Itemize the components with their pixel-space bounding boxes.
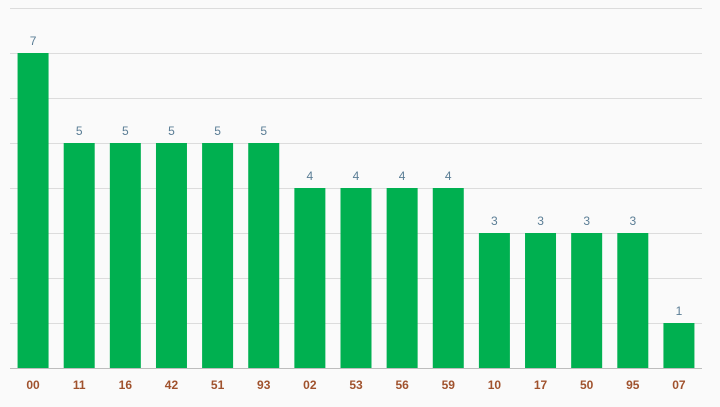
data-label-50: 3 [583, 214, 590, 228]
data-label-59: 4 [445, 169, 452, 183]
bar-10[interactable] [478, 233, 510, 368]
bar-42[interactable] [155, 143, 187, 368]
data-label-02: 4 [307, 169, 314, 183]
bar-50[interactable] [571, 233, 603, 368]
bar-11[interactable] [63, 143, 95, 368]
data-label-00: 7 [30, 34, 37, 48]
x-tick-label-16: 16 [119, 378, 133, 392]
x-tick-label-50: 50 [580, 378, 594, 392]
bar-07[interactable] [663, 323, 695, 368]
bar-53[interactable] [340, 188, 372, 368]
data-label-11: 5 [76, 124, 83, 138]
x-tick-label-59: 59 [442, 378, 456, 392]
x-tick-label-56: 56 [395, 378, 409, 392]
data-label-53: 4 [353, 169, 360, 183]
data-label-56: 4 [399, 169, 406, 183]
data-label-07: 1 [676, 304, 683, 318]
data-labels-group: 7 5 5 5 5 5 4 4 4 4 3 3 3 3 1 [30, 34, 683, 318]
bar-00[interactable] [17, 53, 49, 368]
bar-16[interactable] [109, 143, 141, 368]
data-label-17: 3 [537, 214, 544, 228]
bars-group [17, 53, 695, 368]
x-tick-label-02: 02 [303, 378, 317, 392]
x-tick-label-17: 17 [534, 378, 548, 392]
bar-95[interactable] [617, 233, 649, 368]
data-label-42: 5 [168, 124, 175, 138]
x-tick-label-53: 53 [349, 378, 363, 392]
x-tick-label-07: 07 [672, 378, 686, 392]
bar-59[interactable] [432, 188, 464, 368]
data-label-16: 5 [122, 124, 129, 138]
x-tick-label-00: 00 [26, 378, 40, 392]
bar-17[interactable] [525, 233, 557, 368]
bar-02[interactable] [294, 188, 326, 368]
x-tick-label-10: 10 [488, 378, 502, 392]
x-tick-label-42: 42 [165, 378, 179, 392]
data-label-93: 5 [260, 124, 267, 138]
x-tick-labels-group: 00 11 16 42 51 93 02 53 56 59 10 17 50 95 07 [26, 378, 686, 392]
x-tick-label-51: 51 [211, 378, 225, 392]
data-label-10: 3 [491, 214, 498, 228]
data-label-95: 3 [629, 214, 636, 228]
x-tick-label-95: 95 [626, 378, 640, 392]
bar-93[interactable] [248, 143, 280, 368]
bar-51[interactable] [202, 143, 234, 368]
x-tick-label-11: 11 [73, 378, 86, 392]
data-label-51: 5 [214, 124, 221, 138]
x-tick-label-93: 93 [257, 378, 271, 392]
bar-56[interactable] [386, 188, 418, 368]
